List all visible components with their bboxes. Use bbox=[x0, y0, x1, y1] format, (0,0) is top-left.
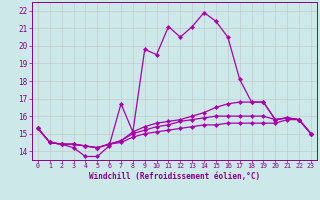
X-axis label: Windchill (Refroidissement éolien,°C): Windchill (Refroidissement éolien,°C) bbox=[89, 172, 260, 181]
